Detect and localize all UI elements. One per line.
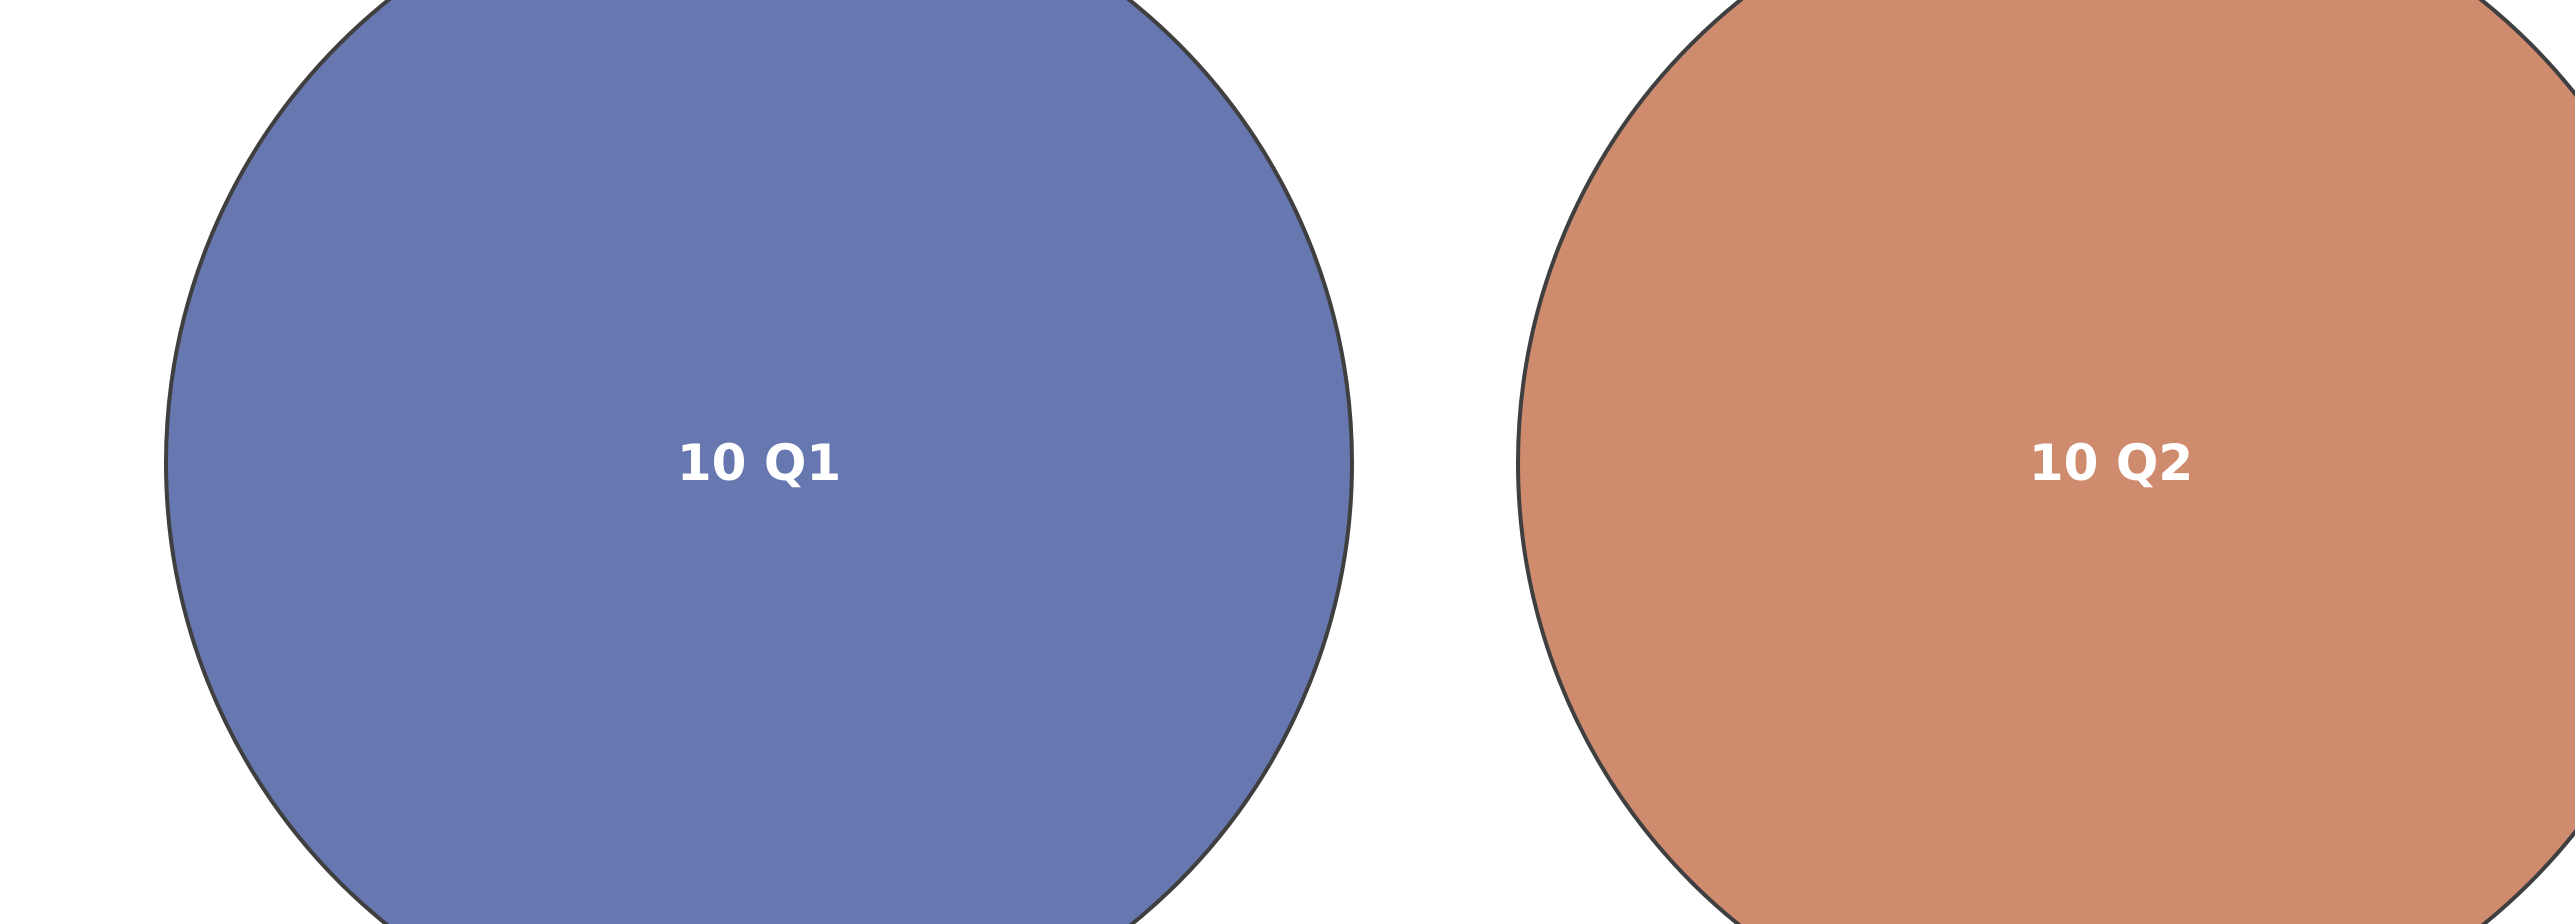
- bubble-label-q1: 10 Q1: [677, 434, 841, 492]
- bubble-label-q2: 10 Q2: [2029, 434, 2193, 492]
- bubble-q2: [1516, 0, 2575, 924]
- bubble-q1: [164, 0, 1354, 924]
